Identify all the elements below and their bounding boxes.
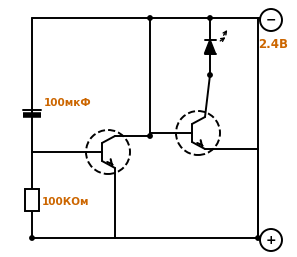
Text: 100КОм: 100КОм [42,197,89,207]
Text: +: + [266,234,276,246]
Text: 2.4В: 2.4В [258,38,288,51]
Circle shape [148,134,152,138]
Text: −: − [266,14,276,26]
Circle shape [256,236,260,240]
Bar [25,189,39,211]
Text: 100мкФ: 100мкФ [44,98,92,108]
Polygon shape [205,40,216,53]
Circle shape [30,236,34,240]
Circle shape [148,16,152,20]
Circle shape [208,73,212,77]
Circle shape [208,16,212,20]
